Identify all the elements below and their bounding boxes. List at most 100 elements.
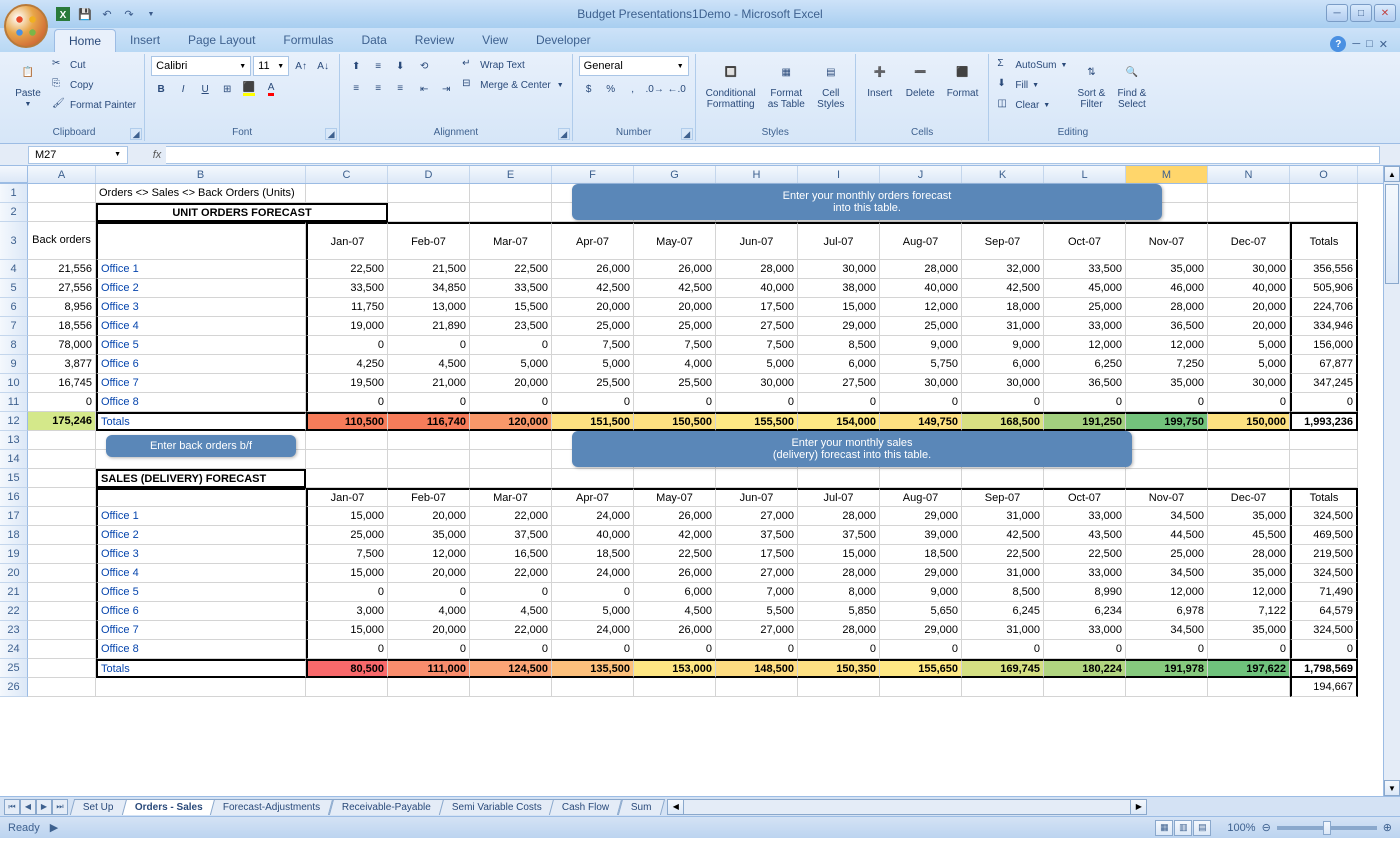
row-header[interactable]: 16	[0, 488, 28, 507]
macro-icon[interactable]: ▶	[50, 821, 58, 834]
align-right-icon[interactable]: ≡	[390, 78, 410, 98]
hscroll-right-icon[interactable]: ▶	[1130, 800, 1146, 814]
underline-button[interactable]: U	[195, 79, 215, 99]
indent-dec-icon[interactable]: ⇤	[414, 79, 434, 99]
page-layout-view-icon[interactable]: ▥	[1174, 820, 1192, 836]
mdi-close[interactable]: ✕	[1379, 38, 1388, 51]
format-table-button[interactable]: ▦Format as Table	[764, 56, 809, 112]
ribbon-tab-insert[interactable]: Insert	[116, 29, 174, 52]
row-header[interactable]: 17	[0, 507, 28, 526]
cell-styles-button[interactable]: ▤Cell Styles	[813, 56, 849, 112]
row-header[interactable]: 25	[0, 659, 28, 678]
sheet-tab[interactable]: Sum	[618, 799, 665, 815]
row-header[interactable]: 9	[0, 355, 28, 374]
tab-prev-icon[interactable]: ◀	[20, 799, 36, 815]
ribbon-tab-developer[interactable]: Developer	[522, 29, 605, 52]
format-painter-button[interactable]: 🖌Format Painter	[50, 96, 138, 114]
ribbon-tab-page-layout[interactable]: Page Layout	[174, 29, 269, 52]
row-header[interactable]: 19	[0, 545, 28, 564]
merge-center-button[interactable]: ⊟Merge & Center▼	[460, 76, 566, 94]
col-header[interactable]: A	[28, 166, 96, 183]
orientation-icon[interactable]: ⟲	[414, 56, 434, 76]
row-header[interactable]: 2	[0, 203, 28, 222]
sheet-tab[interactable]: Semi Variable Costs	[438, 799, 554, 815]
currency-icon[interactable]: $	[579, 79, 599, 99]
fill-button[interactable]: ⬇Fill▼	[995, 76, 1069, 94]
font-size-combo[interactable]: 11▼	[253, 56, 289, 76]
sheet-tab[interactable]: Set Up	[70, 799, 127, 815]
hscroll-left-icon[interactable]: ◀	[668, 800, 684, 814]
row-header[interactable]: 13	[0, 431, 28, 450]
scroll-thumb[interactable]	[1385, 184, 1399, 284]
comma-icon[interactable]: ,	[623, 79, 643, 99]
zoom-in-icon[interactable]: ⊕	[1383, 821, 1392, 834]
font-name-combo[interactable]: Calibri▼	[151, 56, 251, 76]
normal-view-icon[interactable]: ▦	[1155, 820, 1173, 836]
row-header[interactable]: 7	[0, 317, 28, 336]
col-header[interactable]: N	[1208, 166, 1290, 183]
alignment-launcher-icon[interactable]: ◢	[558, 128, 570, 140]
horizontal-scrollbar[interactable]: ◀ ▶	[667, 799, 1147, 815]
col-header[interactable]: M	[1126, 166, 1208, 183]
row-header[interactable]: 20	[0, 564, 28, 583]
number-format-combo[interactable]: General▼	[579, 56, 689, 76]
row-header[interactable]: 3	[0, 222, 28, 260]
align-left-icon[interactable]: ≡	[346, 78, 366, 98]
minimize-button[interactable]: ─	[1326, 4, 1348, 22]
scroll-up-icon[interactable]: ▲	[1384, 166, 1400, 182]
copy-button[interactable]: ⎘Copy	[50, 76, 138, 94]
number-launcher-icon[interactable]: ◢	[681, 128, 693, 140]
ribbon-tab-formulas[interactable]: Formulas	[269, 29, 347, 52]
ribbon-tab-data[interactable]: Data	[347, 29, 400, 52]
row-header[interactable]: 8	[0, 336, 28, 355]
paste-button[interactable]: 📋 Paste▼	[10, 56, 46, 111]
sheet-tab[interactable]: Receivable-Payable	[329, 799, 444, 815]
sheet-tab[interactable]: Cash Flow	[549, 799, 623, 815]
col-header[interactable]: F	[552, 166, 634, 183]
row-header[interactable]: 10	[0, 374, 28, 393]
redo-icon[interactable]: ↷	[120, 5, 138, 23]
clear-button[interactable]: ◫Clear▼	[995, 96, 1069, 114]
sort-filter-button[interactable]: ⇅Sort & Filter	[1073, 56, 1109, 112]
ribbon-tab-review[interactable]: Review	[401, 29, 468, 52]
zoom-level[interactable]: 100%	[1227, 822, 1255, 834]
row-header[interactable]: 18	[0, 526, 28, 545]
col-header[interactable]: L	[1044, 166, 1126, 183]
align-center-icon[interactable]: ≡	[368, 78, 388, 98]
col-header[interactable]: K	[962, 166, 1044, 183]
insert-cells-button[interactable]: ➕Insert	[862, 56, 898, 101]
sheet-tab[interactable]: Forecast-Adjustments	[210, 799, 334, 815]
col-header[interactable]: I	[798, 166, 880, 183]
fx-icon[interactable]: fx	[148, 149, 166, 161]
dec-decimal-icon[interactable]: ←.0	[667, 79, 687, 99]
qat-dropdown-icon[interactable]: ▼	[142, 5, 160, 23]
cond-format-button[interactable]: 🔲Conditional Formatting	[702, 56, 760, 112]
col-header[interactable]: E	[470, 166, 552, 183]
zoom-out-icon[interactable]: ⊖	[1262, 821, 1271, 834]
maximize-button[interactable]: □	[1350, 4, 1372, 22]
name-box[interactable]: M27▼	[28, 146, 128, 164]
row-header[interactable]: 11	[0, 393, 28, 412]
mdi-minimize[interactable]: ─	[1352, 38, 1360, 50]
save-icon[interactable]: 💾	[76, 5, 94, 23]
row-header[interactable]: 26	[0, 678, 28, 697]
row-header[interactable]: 15	[0, 469, 28, 488]
row-header[interactable]: 6	[0, 298, 28, 317]
ribbon-tab-view[interactable]: View	[468, 29, 522, 52]
row-header[interactable]: 14	[0, 450, 28, 469]
fill-color-button[interactable]: ⬛	[239, 79, 259, 99]
align-bottom-icon[interactable]: ⬇	[390, 56, 410, 76]
inc-decimal-icon[interactable]: .0→	[645, 79, 665, 99]
col-header[interactable]: C	[306, 166, 388, 183]
row-header[interactable]: 21	[0, 583, 28, 602]
help-icon[interactable]: ?	[1330, 36, 1346, 52]
align-top-icon[interactable]: ⬆	[346, 56, 366, 76]
close-button[interactable]: ✕	[1374, 4, 1396, 22]
zoom-slider[interactable]	[1277, 826, 1377, 830]
grow-font-icon[interactable]: A↑	[291, 56, 311, 76]
col-header[interactable]: O	[1290, 166, 1358, 183]
bold-button[interactable]: B	[151, 79, 171, 99]
tab-next-icon[interactable]: ▶	[36, 799, 52, 815]
row-header[interactable]: 12	[0, 412, 28, 431]
indent-inc-icon[interactable]: ⇥	[436, 79, 456, 99]
